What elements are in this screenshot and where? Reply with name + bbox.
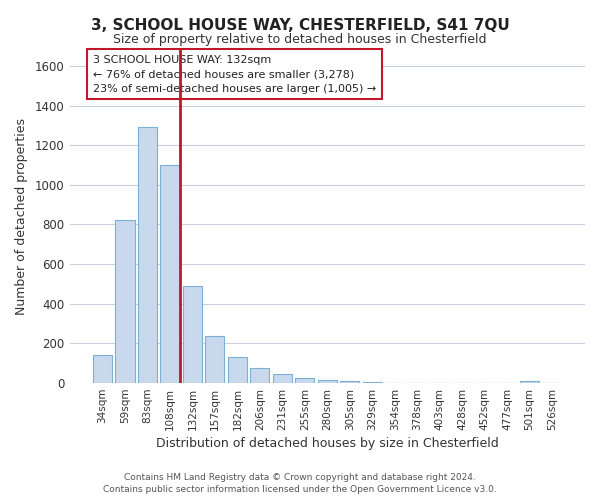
Bar	[273, 374, 292, 383]
Bar	[340, 382, 359, 383]
Bar	[228, 358, 247, 383]
X-axis label: Distribution of detached houses by size in Chesterfield: Distribution of detached houses by size …	[156, 437, 499, 450]
Bar	[205, 336, 224, 383]
Y-axis label: Number of detached properties: Number of detached properties	[15, 118, 28, 315]
Bar	[250, 368, 269, 383]
Bar	[362, 382, 382, 383]
Bar	[295, 378, 314, 383]
Text: 3, SCHOOL HOUSE WAY, CHESTERFIELD, S41 7QU: 3, SCHOOL HOUSE WAY, CHESTERFIELD, S41 7…	[91, 18, 509, 32]
Bar	[520, 381, 539, 383]
Text: 3 SCHOOL HOUSE WAY: 132sqm
← 76% of detached houses are smaller (3,278)
23% of s: 3 SCHOOL HOUSE WAY: 132sqm ← 76% of deta…	[93, 55, 376, 94]
Bar	[183, 286, 202, 383]
Bar	[115, 220, 134, 383]
Bar	[160, 165, 179, 383]
Text: Size of property relative to detached houses in Chesterfield: Size of property relative to detached ho…	[113, 32, 487, 46]
Bar	[93, 356, 112, 383]
Bar	[138, 128, 157, 383]
Text: Contains HM Land Registry data © Crown copyright and database right 2024.
Contai: Contains HM Land Registry data © Crown c…	[103, 472, 497, 494]
Bar	[318, 380, 337, 383]
